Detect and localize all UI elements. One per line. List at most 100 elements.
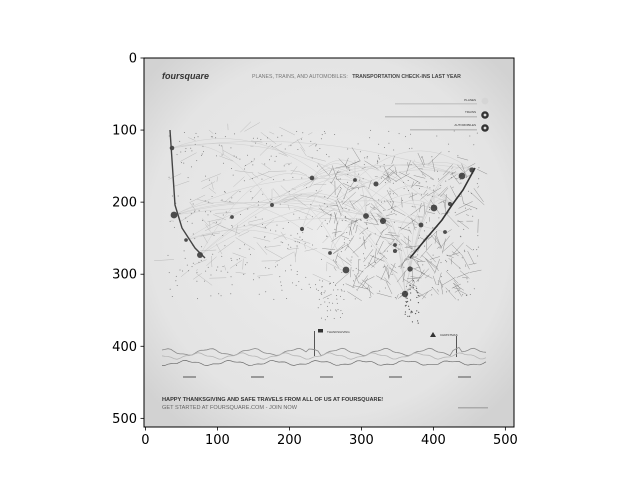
checkin-point [288,164,290,166]
flight-arc [404,193,451,295]
image-background [144,58,514,427]
road-segment [222,150,239,159]
road-segment [379,236,395,240]
road-segment [272,143,283,149]
road-segment [448,258,461,270]
footer-credit [458,407,488,409]
checkin-point [343,242,345,244]
checkin-point [321,294,323,296]
road-segment [268,170,287,172]
y-tick-label: 400 [112,340,137,355]
checkin-point [212,253,214,255]
road-segment [265,248,283,259]
timeline-date-2 [251,376,264,378]
road-segment [220,200,234,204]
road-segment [364,160,379,170]
checkin-point [224,191,226,193]
road-segment [256,242,268,255]
road-segment [333,243,346,254]
checkin-point [364,257,366,259]
checkin-point [410,312,412,314]
city-hub [353,178,357,182]
road-segment [395,294,399,300]
checkin-point [230,257,232,259]
road-segment [367,262,375,268]
checkin-point [211,195,213,197]
checkin-point [347,174,349,176]
checkin-point [365,222,367,224]
checkin-point [297,241,299,243]
road-segment [453,279,461,290]
checkin-point [264,235,266,237]
checkin-point [384,287,386,289]
road-segment [420,192,429,200]
checkin-point [250,191,252,193]
checkin-point [305,276,307,278]
checkin-point [404,305,407,307]
road-segment [335,222,338,238]
checkin-point [336,310,338,312]
road-segment [215,212,232,214]
road-segment [280,231,287,241]
road-segment [390,263,397,269]
road-segment [396,269,407,283]
road-segment [386,199,396,212]
checkin-point [351,238,353,240]
checkin-point [324,319,326,321]
checkin-point [221,199,223,201]
checkin-point [168,272,170,274]
checkin-point [296,245,298,247]
road-segment [427,231,438,241]
road-segment [335,165,346,169]
road-segment [344,157,349,167]
checkin-point [183,132,185,134]
checkin-point [432,227,434,229]
road-segment [196,269,198,271]
road-segment [414,268,426,275]
road-segment [293,237,311,244]
checkin-point [405,286,407,288]
road-segment [361,166,366,170]
road-segment [402,271,406,283]
road-segment [189,201,197,212]
checkin-point [351,256,353,258]
y-tick-label: 100 [112,124,137,139]
checkin-point [407,305,410,307]
city-hub [430,204,438,212]
road-segment [408,193,418,198]
checkin-point [341,290,343,292]
road-segment [278,152,288,157]
checkin-point [288,191,290,193]
road-segment [385,170,397,180]
checkin-point [430,261,432,263]
checkin-point [255,216,257,218]
checkin-point [453,130,455,132]
checkin-point [418,237,420,239]
checkin-point [460,182,462,184]
checkin-point [257,204,259,206]
road-segment [407,242,414,249]
checkin-point [378,143,380,145]
city-hub [379,217,387,225]
checkin-point [419,295,421,297]
checkin-point [231,225,233,227]
road-segment [190,194,206,203]
checkin-point [290,145,292,147]
flight-arc [382,216,406,295]
checkin-point [342,284,344,286]
checkin-point [343,290,345,292]
road-segment [284,162,293,165]
road-segment [346,160,361,167]
checkin-point [215,155,217,157]
checkin-point [320,304,322,306]
city-hub [418,222,424,228]
flight-arc [171,144,273,206]
checkin-point [205,270,207,272]
road-segment [296,139,306,152]
city-hub [299,226,305,232]
road-segment [407,277,415,284]
checkin-point [432,189,434,191]
checkin-point [377,160,379,162]
checkin-point [298,242,300,244]
